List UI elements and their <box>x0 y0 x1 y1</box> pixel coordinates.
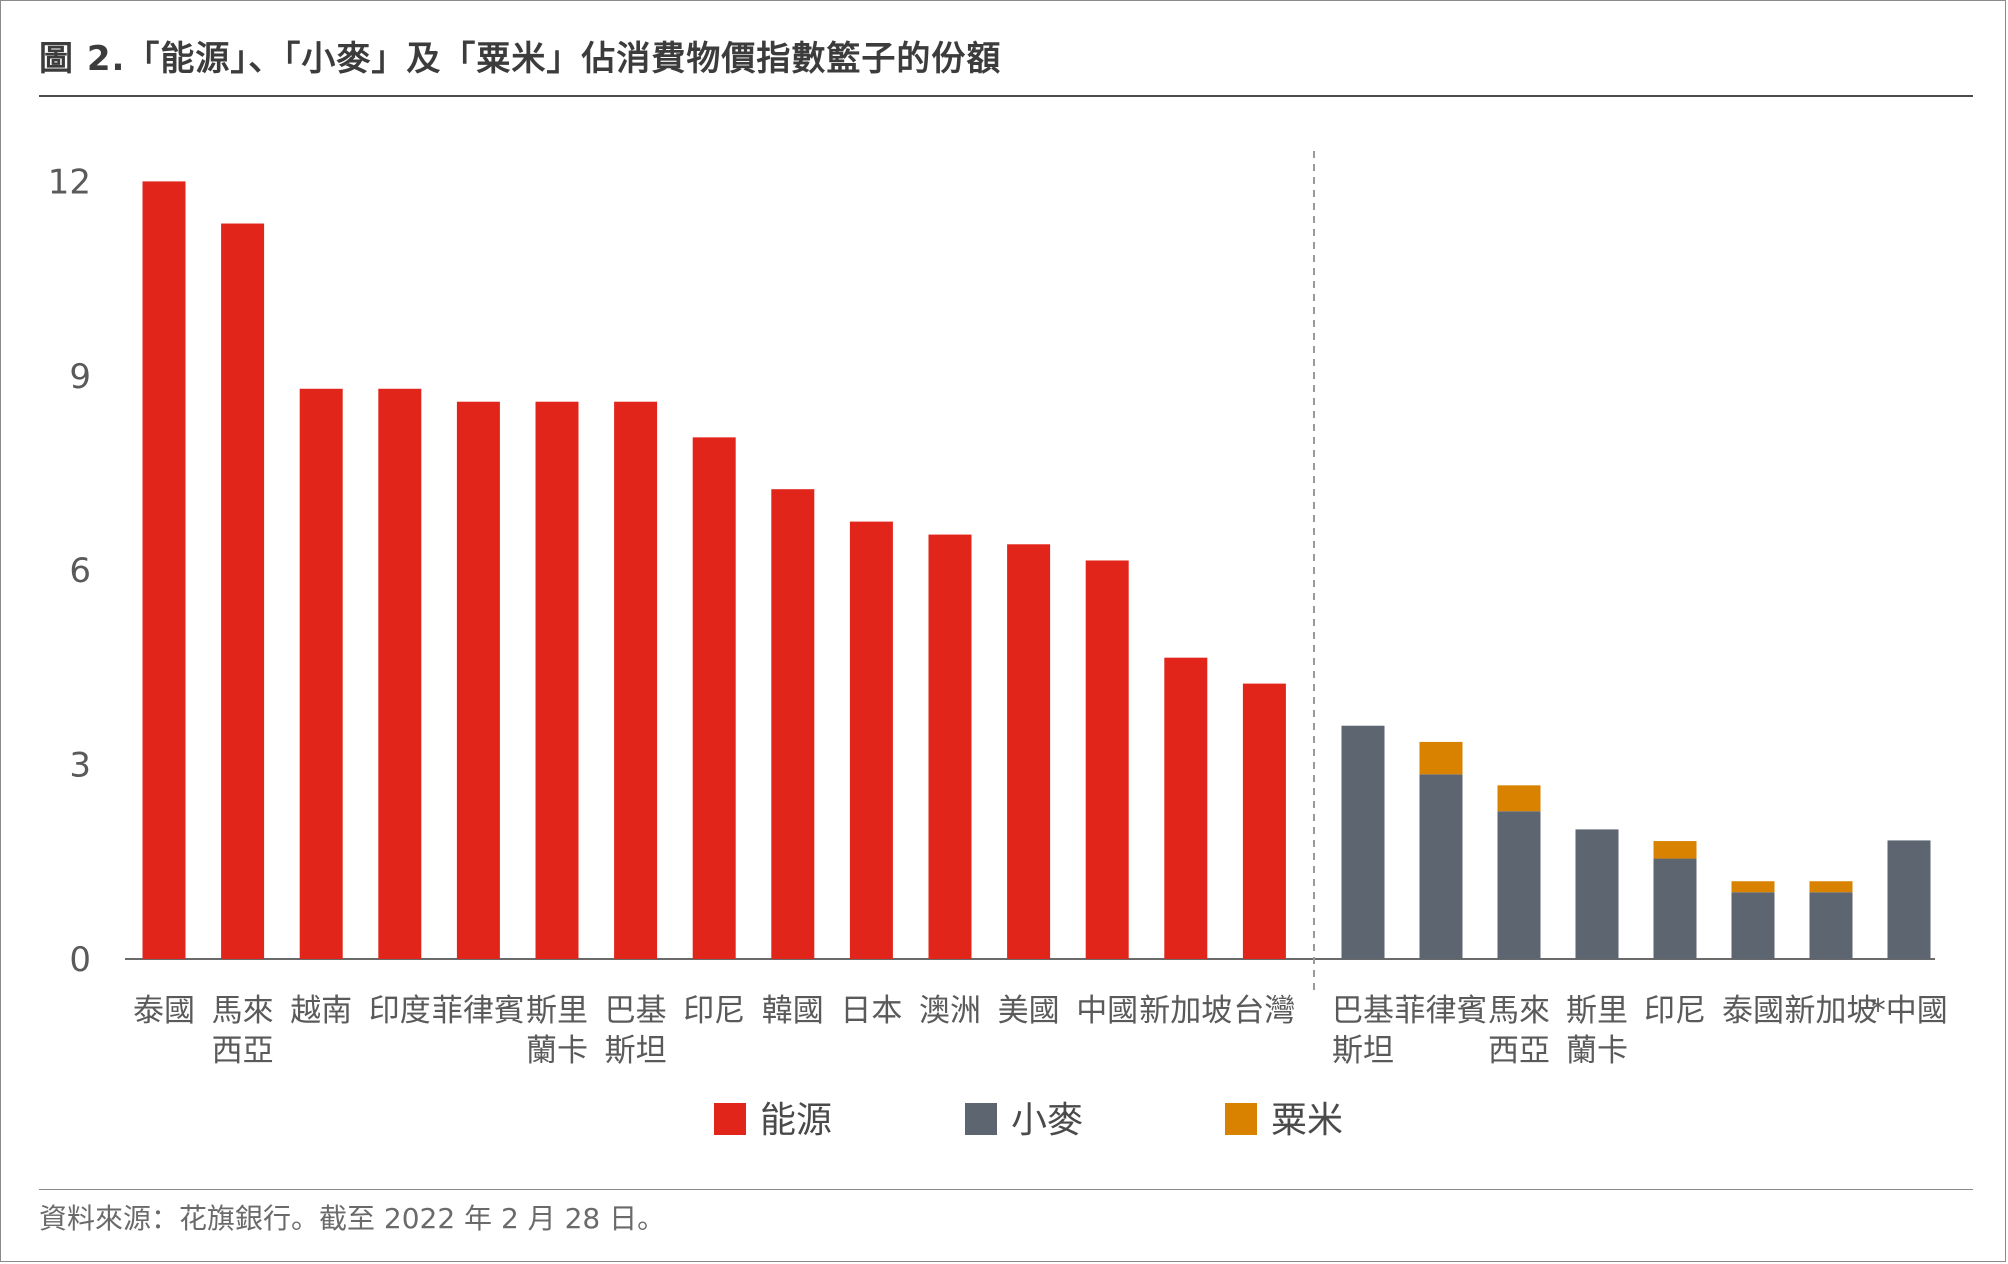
footer-divider <box>39 1189 1973 1190</box>
category-label: 菲律賓 <box>1395 993 1488 1029</box>
y-tick-label: 6 <box>69 551 91 591</box>
bar-wheat <box>1809 892 1853 959</box>
bar-energy <box>1242 683 1286 959</box>
legend-swatch <box>965 1103 997 1135</box>
bar-wheat <box>1341 725 1385 959</box>
legend-label: 能源 <box>760 1100 832 1141</box>
category-label: 菲律賓 <box>432 993 525 1029</box>
bar-chart: 036912泰國 馬來西亞越南 印度 菲律賓 斯里蘭卡巴基斯坦印尼 韓國 日本 澳洲 美國 中國新… <box>48 151 1948 1141</box>
bar-energy <box>771 489 815 959</box>
category-label: 台灣 <box>1233 993 1295 1029</box>
bar-energy <box>221 223 265 959</box>
bar-wheat <box>1653 858 1697 959</box>
category-label: 中國 <box>1076 993 1138 1029</box>
category-label: *中國 <box>1870 993 1948 1029</box>
category-label: 印尼 <box>683 993 745 1029</box>
bar-energy <box>1085 560 1129 959</box>
bar-energy <box>614 401 658 960</box>
bar-energy <box>1007 544 1051 959</box>
category-label: 斯里 <box>526 993 588 1029</box>
bar-wheat <box>1497 811 1541 959</box>
category-label: 澳洲 <box>919 993 981 1029</box>
category-label: 西亞 <box>212 1033 274 1069</box>
category-label: 印度 <box>369 993 431 1029</box>
category-label: 韓國 <box>762 993 824 1029</box>
category-label: 日本 <box>840 993 902 1029</box>
bar-energy <box>456 401 500 960</box>
category-label: 西亞 <box>1488 1033 1550 1069</box>
bar-corn <box>1809 881 1853 893</box>
bar-wheat <box>1575 829 1619 959</box>
category-label: 泰國 <box>1722 993 1784 1029</box>
legend-swatch <box>1225 1103 1257 1135</box>
y-tick-label: 12 <box>48 162 91 202</box>
category-label: 印尼 <box>1644 993 1706 1029</box>
category-label: 斯里 <box>1566 993 1628 1029</box>
bar-wheat <box>1419 774 1463 959</box>
category-label: 新加坡 <box>1785 993 1878 1029</box>
bar-corn <box>1419 741 1463 775</box>
legend-swatch <box>714 1103 746 1135</box>
legend-label: 粟米 <box>1271 1100 1343 1141</box>
category-label: 斯坦 <box>1332 1033 1394 1069</box>
category-label: 馬來 <box>1488 993 1550 1029</box>
category-label: 蘭卡 <box>526 1033 588 1069</box>
chart-title: 圖 2.「能源」、「小麥」及「粟米」佔消費物價指數籃子的份額 <box>39 39 1002 79</box>
source-note: 資料來源：花旗銀行。截至 2022 年 2 月 28 日。 <box>39 1202 666 1235</box>
category-label: 巴基 <box>605 993 667 1029</box>
category-label: 巴基 <box>1332 993 1394 1029</box>
y-tick-label: 9 <box>69 357 91 397</box>
bar-energy <box>142 181 186 959</box>
bar-wheat <box>1731 892 1775 959</box>
bar-corn <box>1653 841 1697 859</box>
bar-energy <box>535 401 579 960</box>
category-label: 美國 <box>998 993 1060 1029</box>
bar-energy <box>849 521 893 959</box>
bar-energy <box>299 388 343 959</box>
category-label: 泰國 <box>133 993 195 1029</box>
y-tick-label: 0 <box>69 940 91 980</box>
category-label: 越南 <box>290 993 352 1029</box>
category-label: 蘭卡 <box>1566 1033 1628 1069</box>
bar-energy <box>378 388 422 959</box>
category-label: 馬來 <box>212 993 274 1029</box>
bar-energy <box>692 437 736 959</box>
bar-corn <box>1497 785 1541 812</box>
legend-label: 小麥 <box>1011 1100 1083 1141</box>
bar-corn <box>1731 881 1775 893</box>
bar-energy <box>1164 657 1208 959</box>
title-divider <box>39 95 1973 97</box>
category-label: 新加坡 <box>1139 993 1232 1029</box>
y-tick-label: 3 <box>69 746 91 786</box>
bar-energy <box>928 534 972 959</box>
bar-wheat <box>1887 840 1931 959</box>
category-label: 斯坦 <box>605 1033 667 1069</box>
